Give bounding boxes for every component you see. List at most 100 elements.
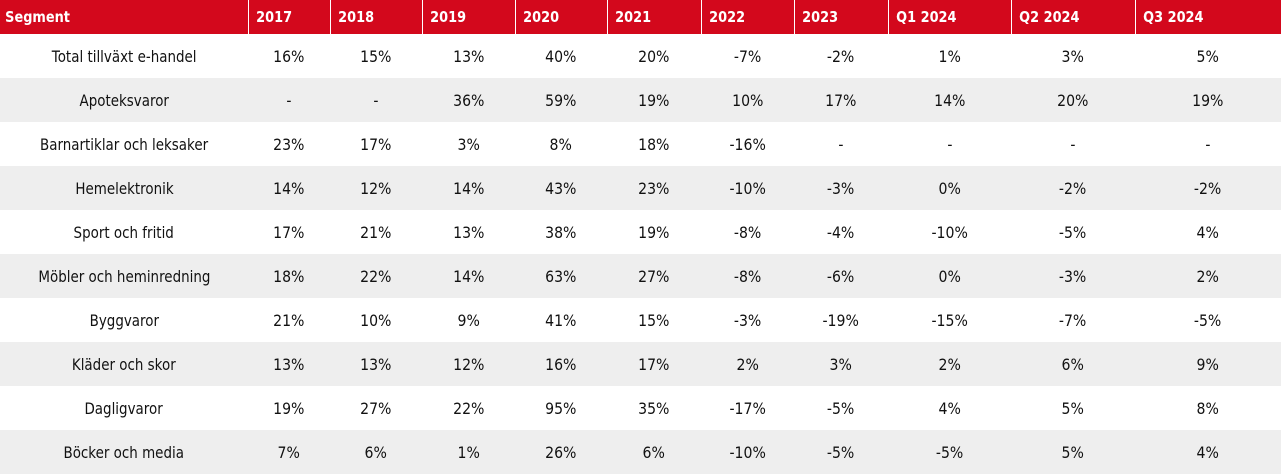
value-cell: -2% xyxy=(1011,166,1135,210)
value-text: 21% xyxy=(360,222,392,242)
value-text: -16% xyxy=(729,134,766,154)
value-cell: 19% xyxy=(1135,78,1281,122)
value-cell: 13% xyxy=(422,210,515,254)
value-text: -6% xyxy=(827,266,855,286)
value-cell: 23% xyxy=(607,166,701,210)
table-body: Total tillväxt e-handel 16% 15% 13% 40% … xyxy=(0,34,1281,474)
value-text: - xyxy=(373,90,379,110)
table-row: Kläder och skor 13% 13% 12% 16% 17% 2% 3… xyxy=(0,342,1281,386)
value-cell: 5% xyxy=(1011,386,1135,430)
value-text: 23% xyxy=(638,178,670,198)
value-text: 1% xyxy=(457,442,480,462)
table-row: Dagligvaror 19% 27% 22% 95% 35% -17% -5%… xyxy=(0,386,1281,430)
value-cell: 8% xyxy=(515,122,607,166)
value-cell: 15% xyxy=(607,298,701,342)
value-cell: 40% xyxy=(515,34,607,78)
value-text: -17% xyxy=(729,398,766,418)
value-cell: -8% xyxy=(701,210,794,254)
segment-cell: Möbler och heminredning xyxy=(0,254,248,298)
value-cell: 1% xyxy=(888,34,1011,78)
value-text: 8% xyxy=(1196,398,1220,418)
value-cell: - xyxy=(330,78,422,122)
value-cell: 6% xyxy=(1011,342,1135,386)
value-text: 6% xyxy=(642,442,666,462)
value-cell: - xyxy=(794,122,888,166)
value-cell: 12% xyxy=(422,342,515,386)
value-text: -5% xyxy=(935,442,964,462)
value-text: 14% xyxy=(452,178,485,198)
segment-cell: Böcker och media xyxy=(0,430,248,474)
value-cell: 12% xyxy=(330,166,422,210)
segment-cell: Byggvaror xyxy=(0,298,248,342)
value-cell: 9% xyxy=(1135,342,1281,386)
value-text: 10% xyxy=(360,310,392,330)
value-text: 17% xyxy=(825,90,857,110)
value-cell: -5% xyxy=(794,386,888,430)
value-text: 19% xyxy=(1192,90,1224,110)
value-text: 7% xyxy=(277,442,301,462)
value-text: 8% xyxy=(549,134,573,154)
value-cell: 14% xyxy=(422,166,515,210)
value-cell: -5% xyxy=(1135,298,1281,342)
value-cell: -17% xyxy=(701,386,794,430)
value-text: -15% xyxy=(931,310,968,330)
value-text: 19% xyxy=(273,398,305,418)
value-text: 4% xyxy=(1196,442,1220,462)
value-cell: -4% xyxy=(794,210,888,254)
value-text: 10% xyxy=(731,90,764,110)
value-text: 41% xyxy=(545,310,577,330)
value-cell: -6% xyxy=(794,254,888,298)
value-text: 2% xyxy=(938,354,961,374)
value-text: 5% xyxy=(1061,398,1085,418)
value-cell: 2% xyxy=(1135,254,1281,298)
value-text: - xyxy=(946,134,953,154)
value-cell: 13% xyxy=(248,342,330,386)
segment-label: Sport och fritid xyxy=(73,222,175,242)
header-cell-2018: 2018 xyxy=(329,0,410,34)
value-cell: 3% xyxy=(794,342,888,386)
header-cell-2021: 2021 xyxy=(606,0,688,34)
segment-cell: Apoteksvaror xyxy=(0,78,248,122)
value-text: 14% xyxy=(273,178,305,198)
value-text: 43% xyxy=(545,178,577,198)
table-row: Böcker och media 7% 6% 1% 26% 6% -10% -5… xyxy=(0,430,1281,474)
value-text: 15% xyxy=(360,46,392,66)
value-cell: 0% xyxy=(888,166,1011,210)
value-text: 63% xyxy=(545,266,577,286)
value-text: 0% xyxy=(938,178,961,198)
value-text: -5% xyxy=(827,442,855,462)
value-text: 9% xyxy=(457,310,480,330)
value-cell: 36% xyxy=(422,78,515,122)
value-text: 36% xyxy=(452,90,485,110)
value-text: 20% xyxy=(1057,90,1089,110)
value-text: 21% xyxy=(273,310,305,330)
value-cell: 22% xyxy=(422,386,515,430)
value-text: -8% xyxy=(733,222,762,242)
segment-cell: Sport och fritid xyxy=(0,210,248,254)
table-row: Möbler och heminredning 18% 22% 14% 63% … xyxy=(0,254,1281,298)
value-text: - xyxy=(1205,134,1211,154)
value-text: 16% xyxy=(545,354,577,374)
segment-cell: Total tillväxt e-handel xyxy=(0,34,248,78)
value-text: -2% xyxy=(1059,178,1087,198)
value-cell: 14% xyxy=(888,78,1011,122)
value-text: 4% xyxy=(1196,222,1220,242)
value-cell: -3% xyxy=(701,298,794,342)
value-cell: -8% xyxy=(701,254,794,298)
value-cell: 19% xyxy=(607,78,701,122)
value-text: 14% xyxy=(452,266,485,286)
value-cell: -5% xyxy=(1011,210,1135,254)
value-text: 27% xyxy=(360,398,392,418)
segment-label: Möbler och heminredning xyxy=(37,266,211,286)
value-text: 18% xyxy=(638,134,670,154)
value-cell: - xyxy=(888,122,1011,166)
value-cell: 10% xyxy=(330,298,422,342)
value-cell: 2% xyxy=(888,342,1011,386)
value-text: - xyxy=(838,134,844,154)
value-cell: 2% xyxy=(701,342,794,386)
value-text: -7% xyxy=(733,46,762,66)
value-cell: 5% xyxy=(1011,430,1135,474)
value-text: 6% xyxy=(364,442,388,462)
segment-label: Dagligvaror xyxy=(84,398,164,418)
segment-cell: Hemelektronik xyxy=(0,166,248,210)
